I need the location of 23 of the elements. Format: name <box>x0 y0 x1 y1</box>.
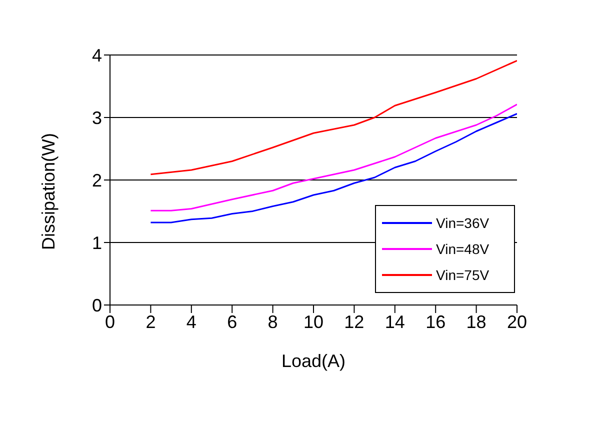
x-tick-label: 6 <box>227 312 238 332</box>
x-tick-label: 18 <box>466 312 486 332</box>
legend-label: Vin=75V <box>436 267 490 283</box>
y-tick-label: 4 <box>92 45 102 66</box>
x-axis-title: Load(A) <box>281 351 346 371</box>
line-series <box>150 60 517 176</box>
line-series <box>150 104 517 212</box>
y-axis-title: Dissipation(W) <box>38 132 58 250</box>
y-tick-label: 2 <box>92 170 102 190</box>
x-tick-label: 12 <box>344 312 364 332</box>
x-tick-label: 4 <box>186 312 196 332</box>
x-tick-label: 20 <box>506 312 528 332</box>
y-tick-label: 0 <box>92 295 102 316</box>
y-tick-label: 1 <box>92 232 102 253</box>
x-tick-label: 14 <box>384 312 405 332</box>
x-tick-label: 0 <box>104 312 116 332</box>
x-tick-label: 10 <box>303 312 324 332</box>
y-tick-label: 3 <box>92 108 102 128</box>
x-tick-label: 16 <box>426 312 446 332</box>
x-tick-label: 8 <box>268 312 278 332</box>
x-tick-label: 2 <box>146 312 156 332</box>
legend-label: Vin=48V <box>436 241 490 257</box>
legend-label: Vin=36V <box>436 215 490 231</box>
